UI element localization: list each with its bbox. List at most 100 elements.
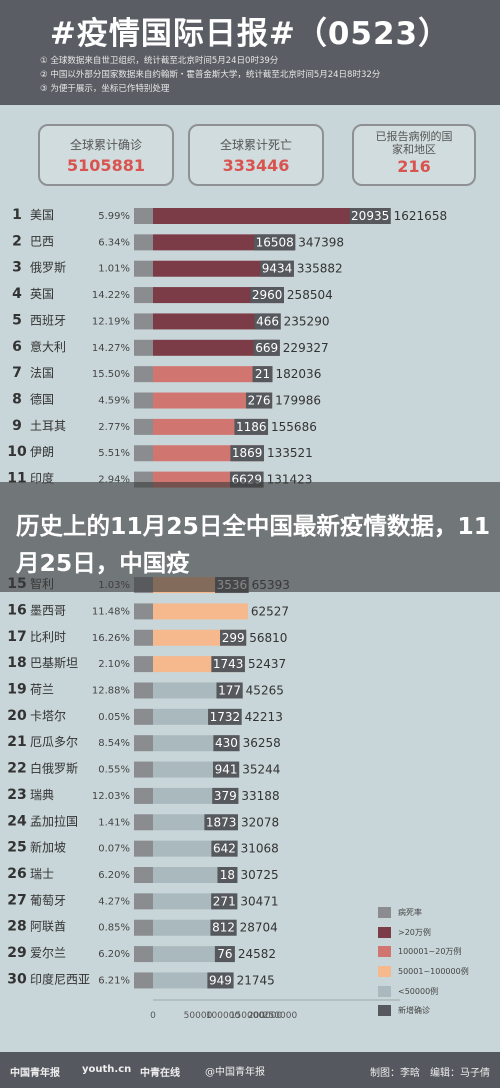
country-label: 印度尼西亚 <box>30 971 90 986</box>
new-cases-bar <box>252 366 273 383</box>
death-rate-bar <box>134 972 153 989</box>
country-label: 德国 <box>30 392 54 407</box>
death-rate-bar <box>134 392 153 409</box>
legend-item: 病死率 <box>378 903 490 923</box>
notes: ① 全球数据来自世卫组织，统计截至北京时间5月24日0时39分 ② 中国以外部分… <box>40 54 380 96</box>
new-cases-label: 20935 <box>351 209 389 223</box>
death-rate-bar <box>134 603 153 620</box>
rank-label: 23 <box>7 787 26 803</box>
new-cases-label: 669 <box>255 341 278 355</box>
country-label: 卡塔尔 <box>30 708 66 723</box>
total-bar <box>153 208 391 224</box>
logo-cyd: 中国青年报 <box>10 1068 60 1079</box>
new-cases-label: 1186 <box>236 420 267 434</box>
total-bar <box>153 339 280 356</box>
death-rate-label: 0.07% <box>98 844 130 855</box>
new-cases-label: 271 <box>213 894 236 908</box>
rank-label: 25 <box>7 840 26 856</box>
total-bar <box>153 313 281 330</box>
death-rate-bar <box>134 366 153 383</box>
total-label: 235290 <box>284 314 330 328</box>
death-rate-bar <box>134 682 153 699</box>
total-label: 28704 <box>240 921 278 935</box>
new-cases-bar <box>250 287 284 304</box>
death-rate-label: 15.50% <box>92 369 130 380</box>
country-label: 印度 <box>30 471 54 486</box>
country-label: 意大利 <box>30 339 66 354</box>
country-label: 葡萄牙 <box>30 893 66 907</box>
new-cases-label: 18 <box>220 868 235 882</box>
country-label: 新加坡 <box>30 840 66 855</box>
rank-label: 22 <box>7 761 26 777</box>
rank-label: 29 <box>7 945 26 961</box>
country-label: 美国 <box>30 208 54 222</box>
logo-youth: youth.cn <box>82 1064 132 1075</box>
total-label: 229327 <box>283 341 329 355</box>
new-cases-label: 9434 <box>262 262 293 276</box>
total-label: 36258 <box>243 736 281 750</box>
country-label: 墨西哥 <box>30 603 66 617</box>
new-cases-bar <box>220 629 247 646</box>
new-cases-bar <box>253 339 280 356</box>
country-label: 瑞士 <box>30 867 54 881</box>
death-rate-label: 6.20% <box>98 870 130 881</box>
total-bar <box>153 603 248 620</box>
new-cases-label: 1873 <box>206 815 237 829</box>
new-cases-bar <box>254 234 296 251</box>
stat-value: 216 <box>397 157 431 176</box>
total-label: 179986 <box>275 394 321 408</box>
new-cases-bar <box>216 682 243 699</box>
overlay-headline: 历史上的11月25日全中国最新疫情数据，11月25日，中国疫 <box>16 512 491 577</box>
death-rate-bar <box>134 919 153 936</box>
stat-label: 全球累计死亡 <box>219 138 292 152</box>
new-cases-label: 76 <box>217 947 232 961</box>
total-label: 62527 <box>251 604 289 618</box>
death-rate-label: 12.03% <box>92 791 130 802</box>
death-rate-bar <box>134 946 153 963</box>
total-label: 21745 <box>237 973 275 987</box>
new-cases-bar <box>213 735 240 752</box>
legend-swatch <box>378 966 391 978</box>
legend-item: <50000例 <box>378 981 490 1001</box>
new-cases-label: 466 <box>256 314 279 328</box>
rank-label: 4 <box>12 286 22 302</box>
rank-label: 18 <box>7 655 26 671</box>
legend-item: 新增确诊 <box>378 1001 490 1021</box>
total-label: 335882 <box>297 262 343 276</box>
death-rate-bar <box>134 629 153 646</box>
death-rate-label: 1.01% <box>98 264 130 275</box>
death-rate-label: 6.20% <box>98 949 130 960</box>
stat-countries: 已报告病例的国家和地区 216 <box>352 124 476 186</box>
death-rate-bar <box>134 339 153 356</box>
total-label: 347398 <box>298 235 344 249</box>
new-cases-label: 1732 <box>210 710 241 724</box>
country-label: 爱尔兰 <box>30 945 66 960</box>
logo-cyol: 中青在线 <box>140 1068 180 1079</box>
new-cases-label: 16508 <box>256 235 294 249</box>
total-label: 24582 <box>238 947 276 961</box>
new-cases-label: 949 <box>209 973 232 987</box>
stat-label: 全球累计确诊 <box>69 138 142 152</box>
weibo-handle: @中国青年报 <box>205 1067 265 1078</box>
death-rate-label: 11.48% <box>92 606 130 617</box>
new-cases-label: 1869 <box>232 446 263 460</box>
total-label: 56810 <box>249 631 287 645</box>
death-rate-label: 1.41% <box>98 817 130 828</box>
death-rate-label: 14.22% <box>92 290 130 301</box>
rank-label: 21 <box>7 734 26 750</box>
stat-value: 333446 <box>222 156 290 175</box>
death-rate-label: 4.27% <box>98 896 130 907</box>
rank-label: 17 <box>7 629 26 645</box>
rank-label: 30 <box>7 971 27 987</box>
rank-label: 20 <box>7 708 27 724</box>
country-label: 英国 <box>30 287 54 301</box>
rank-label: 6 <box>12 339 22 355</box>
new-cases-label: 642 <box>213 842 236 856</box>
total-label: 258504 <box>287 288 333 302</box>
death-rate-bar <box>134 893 153 910</box>
legend-item: >20万例 <box>378 923 490 943</box>
header-banner: #疫情国际日报#（0523） ① 全球数据来自世卫组织，统计截至北京时间5月24… <box>0 0 500 105</box>
total-label: 182036 <box>276 367 322 381</box>
death-rate-bar <box>134 814 153 831</box>
death-rate-bar <box>134 867 153 883</box>
